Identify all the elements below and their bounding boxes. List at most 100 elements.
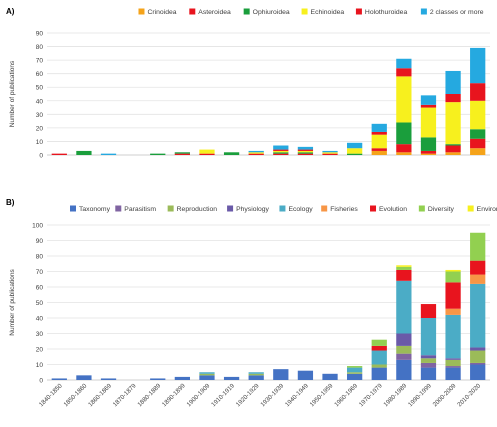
bar-segment [371,131,387,135]
bar-segment [470,364,486,380]
bar-segment [297,149,314,151]
bar-segment [396,266,412,270]
bar-segment [470,232,486,261]
x-tick-label: 1850-1860 [62,382,88,408]
bar-segment [199,373,215,376]
x-tick-label: 1840-1850 [38,382,64,408]
legend-swatch [70,205,76,212]
bar-segment [273,369,289,380]
bar-segment [445,366,461,368]
legend-label: Physiology [236,206,269,213]
y-tick-label: 40 [36,98,44,105]
y-tick-label: 70 [36,58,44,65]
bar-segment [420,107,437,138]
bar-segment [445,70,461,94]
bar-segment [396,144,412,153]
bar-segment [420,358,437,363]
bar-segment [371,350,387,365]
legend-swatch [370,205,377,212]
bar-segment [396,265,412,267]
bar-segment [371,367,387,380]
x-tick-label: 1970-1979 [358,382,384,408]
bar-segment [322,153,338,155]
bar-segment [371,339,387,346]
bar-segment [445,367,461,380]
legend-swatch [467,205,474,212]
legend-label: Taxonomy [79,206,111,213]
bar-segment [396,122,412,145]
bar-segment [347,367,363,373]
bar-segment [174,376,190,380]
bar-segment [347,373,363,380]
bar-segment [199,375,215,380]
y-tick-label: 50 [36,300,44,307]
bar-segment [420,367,437,380]
bar-segment [445,271,461,283]
y-axis-title: Number of publications [9,60,16,127]
x-tick-label: 1990-1999 [407,382,433,408]
legend-label: Echinoidea [311,9,345,16]
legend-label: Environmental Education [477,206,497,213]
legend-swatch [301,8,308,15]
y-tick-label: 30 [36,112,44,119]
bar-segment [248,372,264,374]
bar-segment [420,318,437,356]
bar-segment [420,95,437,105]
legend-swatch [418,205,425,212]
y-axis-title: Number of publications [9,269,16,336]
legend-swatch [227,205,234,212]
bar-segment [100,153,117,155]
legend-swatch [167,205,174,212]
y-tick-label: 10 [36,139,44,146]
y-tick-label: 60 [36,285,44,292]
bar-segment [371,123,387,132]
bar-segment [223,376,240,380]
bar-segment [223,152,240,155]
bar-segment [420,150,437,154]
bar-segment [322,373,338,380]
legend-label: Crinoidea [147,9,176,16]
bar-segment [174,152,190,154]
bar-segment [470,148,486,155]
y-tick-label: 20 [36,347,44,354]
y-tick-label: 0 [39,153,43,160]
bar-segment [322,152,338,154]
legend-label: Parasitism [124,206,156,213]
bar-segment [445,102,461,145]
bar-segment [248,152,264,154]
bar-segment [297,152,314,154]
bar-segment [199,372,215,374]
legend-swatch [115,205,122,212]
bar-segment [150,153,166,155]
bar-segment [445,358,461,360]
bar-segment [347,153,363,155]
y-tick-label: 10 [36,362,44,369]
legend-label: Ecology [288,206,313,213]
bar-segment [371,345,387,351]
bar-segment [420,362,437,368]
bar-segment [297,153,314,155]
bar-segment [396,269,412,281]
legend-label: 2 classes or more [430,9,484,16]
legend-swatch [321,205,328,212]
x-tick-label: 1860-1869 [87,382,113,408]
bar-segment [445,282,461,309]
bar-segment [273,145,289,150]
panel-label: A) [6,7,15,16]
bar-segment [396,359,412,380]
bar-segment [322,150,338,153]
bar-segment [248,150,264,153]
y-tick-label: 60 [36,71,44,78]
bar-segment [470,274,486,284]
bar-segment [297,146,314,150]
bar-segment [174,153,190,155]
x-tick-label: 2000-2009 [432,382,458,408]
bar-segment [445,269,461,272]
panel-label: B) [6,198,15,207]
y-tick-label: 40 [36,316,44,323]
bar-segment [248,153,264,155]
legend-swatch [279,205,286,212]
bar-segment [76,375,92,380]
x-tick-label: 1930-1939 [259,382,285,408]
x-tick-label: 1950-1959 [309,382,335,408]
